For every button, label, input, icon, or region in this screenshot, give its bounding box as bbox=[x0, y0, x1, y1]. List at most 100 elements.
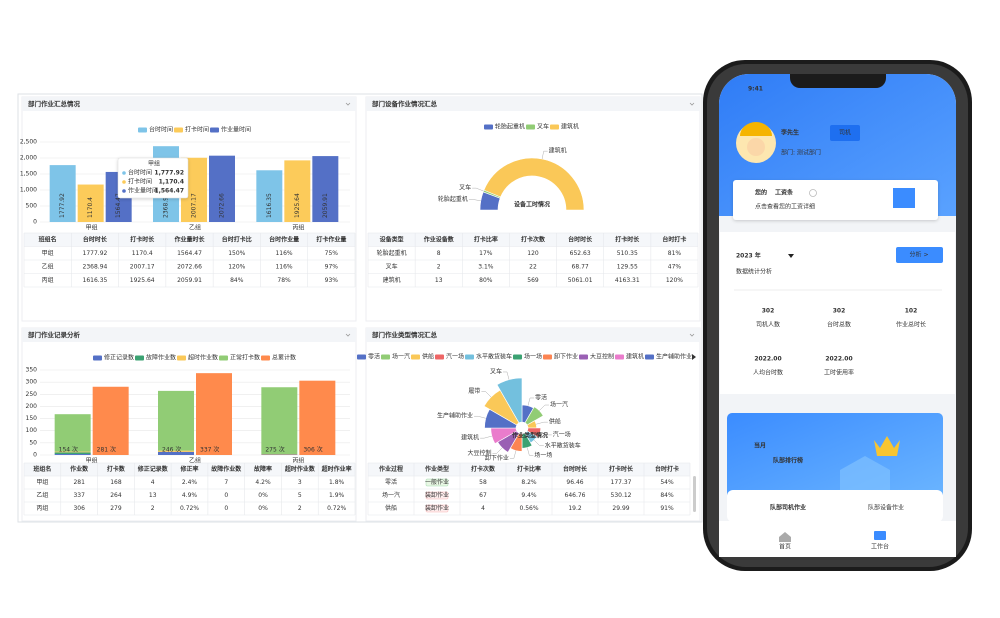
label-line bbox=[541, 150, 548, 160]
legend-swatch bbox=[261, 355, 270, 361]
salary-card[interactable] bbox=[733, 180, 938, 220]
table-cell: 646.76 bbox=[565, 492, 586, 499]
stat-value: 302 bbox=[762, 308, 775, 315]
table-cell: 0 bbox=[224, 492, 228, 499]
legend-swatch bbox=[135, 355, 144, 361]
bar-value-label: 1170.4 bbox=[87, 197, 94, 218]
legend-label: 作业量时间 bbox=[221, 126, 251, 134]
y-tick-label: 150 bbox=[26, 415, 38, 422]
tooltip-dot bbox=[122, 180, 126, 184]
label-line bbox=[533, 439, 544, 446]
table-cell: 2 bbox=[437, 263, 441, 270]
tabs bbox=[727, 490, 943, 522]
table-cell: 1777.92 bbox=[83, 250, 108, 257]
table-cell: 乙组 bbox=[36, 491, 48, 499]
table-cell: 19.2 bbox=[568, 505, 582, 512]
banner-line1: 当月 bbox=[754, 442, 766, 450]
nav-item[interactable]: 工作台 bbox=[871, 543, 889, 551]
table-header: 打卡比率 bbox=[474, 235, 498, 243]
panel-title: 部门设备作业情况汇总 bbox=[372, 99, 438, 108]
panel-header bbox=[22, 97, 356, 111]
table-cell: 装卸作业 bbox=[425, 491, 449, 499]
bar-value-label: 337 次 bbox=[200, 446, 219, 454]
table-cell: 丙组 bbox=[42, 276, 54, 284]
collapse-icon[interactable] bbox=[345, 333, 351, 337]
y-tick-label: 1,500 bbox=[20, 171, 37, 178]
bar-value-label: 2007.17 bbox=[191, 193, 198, 218]
legend-swatch bbox=[645, 354, 654, 360]
table-cell: 75% bbox=[325, 250, 339, 257]
legend-swatch bbox=[543, 354, 552, 360]
legend-swatch bbox=[411, 354, 420, 360]
collapse-icon[interactable] bbox=[689, 102, 695, 106]
table-cell: 306 bbox=[73, 505, 85, 512]
table-cell: 8 bbox=[437, 250, 441, 257]
bar-value-label: 154 次 bbox=[59, 446, 78, 454]
legend-swatch bbox=[526, 124, 535, 130]
table-cell: 510.35 bbox=[617, 250, 638, 257]
help-icon bbox=[809, 189, 817, 197]
legend-label: 总累计数 bbox=[272, 354, 296, 362]
year[interactable]: 2023 年 bbox=[736, 252, 761, 260]
legend-label: 超时作业数 bbox=[188, 354, 218, 362]
analyze-button[interactable] bbox=[896, 247, 943, 263]
table-cell: 4.2% bbox=[255, 479, 271, 486]
legend-swatch bbox=[484, 124, 493, 130]
table-cell: 3.1% bbox=[478, 263, 494, 270]
tooltip-value: 1,564.47 bbox=[154, 188, 184, 195]
stat-value: 2022.00 bbox=[754, 356, 781, 363]
bar-value-label: 2059.91 bbox=[322, 193, 329, 218]
bar bbox=[54, 452, 91, 455]
collapse-icon[interactable] bbox=[345, 102, 351, 106]
table-cell: 120% bbox=[666, 277, 683, 284]
table-cell: 9.4% bbox=[521, 492, 537, 499]
workbench-icon[interactable] bbox=[874, 531, 886, 540]
bar-value-label: 1777.92 bbox=[59, 193, 66, 218]
table-header: 设备类型 bbox=[380, 235, 404, 243]
tooltip bbox=[117, 157, 189, 199]
legend-swatch bbox=[93, 355, 102, 361]
label-line bbox=[539, 404, 549, 411]
type-badge bbox=[425, 478, 449, 487]
x-tick-label: 丙组 bbox=[292, 224, 304, 232]
table-cell: 177.37 bbox=[611, 479, 632, 486]
table-cell: 场一汽 bbox=[382, 491, 400, 499]
tooltip-dot bbox=[122, 171, 126, 175]
table-header: 台时时长 bbox=[568, 235, 593, 243]
table-cell: 58 bbox=[479, 479, 487, 486]
bar bbox=[77, 184, 104, 222]
nav-item[interactable]: 首页 bbox=[779, 543, 791, 551]
avatar-face bbox=[747, 138, 765, 156]
label-line bbox=[536, 421, 548, 425]
collapse-icon[interactable] bbox=[689, 333, 695, 337]
legend-next[interactable] bbox=[692, 354, 696, 360]
tab[interactable]: 队部司机作业 bbox=[770, 504, 806, 512]
year-dropdown[interactable] bbox=[788, 254, 794, 258]
legend-swatch bbox=[435, 354, 444, 360]
table-cell: 一般作业 bbox=[425, 478, 449, 486]
y-tick-label: 1,000 bbox=[20, 187, 37, 194]
rank-banner[interactable] bbox=[727, 413, 943, 503]
notch bbox=[790, 74, 886, 88]
table-cell: 1.8% bbox=[329, 479, 345, 486]
pie-slice bbox=[483, 157, 585, 211]
table-header: 故障作业数 bbox=[211, 465, 242, 473]
home-icon[interactable] bbox=[779, 532, 791, 542]
table-cell: 4 bbox=[151, 479, 155, 486]
table-cell: 84% bbox=[230, 277, 244, 284]
table-cell: 652.63 bbox=[570, 250, 591, 257]
label-line bbox=[509, 450, 517, 459]
table-cell: 337 bbox=[73, 492, 85, 499]
analyze-label[interactable]: 分析 > bbox=[910, 251, 929, 259]
label-line bbox=[480, 435, 492, 439]
tab[interactable]: 队部设备作业 bbox=[868, 504, 904, 512]
table-header: 打卡时长 bbox=[130, 235, 155, 243]
table-cell: 叉车 bbox=[386, 262, 398, 270]
legend-label: 场一场 bbox=[524, 353, 542, 361]
label-line bbox=[540, 432, 552, 436]
table-header: 台时打卡 bbox=[655, 465, 679, 473]
label-line bbox=[527, 397, 535, 406]
stat-value: 302 bbox=[833, 308, 846, 315]
salary-title[interactable]: 工资条 bbox=[775, 189, 794, 197]
